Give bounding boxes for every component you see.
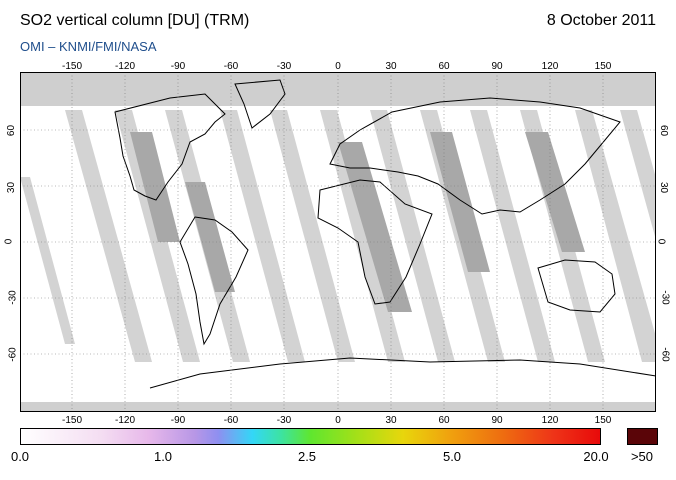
colorbar-label: 20.0: [583, 449, 609, 464]
lat-label-right: 30: [658, 181, 670, 194]
coastlines: [114, 79, 656, 389]
lat-label-left: 60: [6, 124, 18, 137]
coast-north-america: [114, 93, 226, 201]
map-date: 8 October 2011: [546, 12, 656, 29]
lat-label-left: -30: [7, 290, 19, 305]
lat-label-right: -60: [659, 347, 671, 362]
coast-europe-asia: [329, 97, 621, 215]
colorbar-overflow-label: >50: [630, 449, 654, 464]
coast-greenland: [234, 79, 286, 129]
coast-south-america: [179, 216, 249, 346]
lon-label-top: 30: [385, 61, 397, 72]
coast-antarctica: [149, 357, 656, 389]
lon-label-top: -90: [170, 61, 186, 72]
swath-dark: [338, 142, 412, 312]
lon-label-bottom: 150: [594, 415, 612, 426]
swath-light: [220, 110, 305, 362]
colorbar-label: 1.0: [153, 449, 173, 464]
lon-label-top: 120: [541, 61, 559, 72]
colorbar-overflow-box: [627, 428, 658, 445]
map-title: SO2 vertical column [DU] (TRM): [20, 12, 250, 29]
lon-label-bottom: -90: [170, 415, 186, 426]
colorbar: [20, 428, 601, 445]
swath-light: [320, 110, 405, 362]
coast-africa: [317, 179, 433, 305]
lon-label-top: -120: [114, 61, 136, 72]
lon-label-top: 150: [594, 61, 612, 72]
swath-light: [65, 110, 152, 362]
swath-dark: [185, 182, 235, 292]
lon-label-bottom: 120: [541, 415, 559, 426]
lat-label-left: -60: [7, 347, 19, 362]
lat-label-left: 30: [6, 181, 18, 194]
swath-light: [370, 110, 455, 362]
lon-label-bottom: 90: [491, 415, 503, 426]
lon-label-top: -60: [223, 61, 239, 72]
swath-dark: [525, 132, 585, 252]
swath-light: [575, 110, 656, 362]
lon-label-bottom: 30: [385, 415, 397, 426]
satellite-swaths: [20, 110, 656, 362]
lat-label-right: -30: [659, 290, 671, 305]
swath-dark: [430, 132, 490, 272]
lon-label-bottom: -30: [276, 415, 292, 426]
colorbar-label: 0.0: [10, 449, 30, 464]
south-polar-cap: [20, 402, 656, 412]
data-credit: OMI – KNMI/FMI/NASA: [20, 39, 157, 54]
lat-label-right: 60: [658, 124, 670, 137]
lat-label-right: 0: [655, 238, 667, 245]
lon-label-top: -30: [276, 61, 292, 72]
lon-label-bottom: -60: [223, 415, 239, 426]
swath-dark: [130, 132, 180, 242]
map-frame: [20, 72, 656, 412]
colorbar-label: 2.5: [297, 449, 317, 464]
lon-label-top: -150: [61, 61, 83, 72]
lon-label-bottom: -150: [61, 415, 83, 426]
swath-light: [20, 177, 75, 344]
lon-label-top: 60: [438, 61, 450, 72]
lon-label-bottom: 60: [438, 415, 450, 426]
lon-label-top: 90: [491, 61, 503, 72]
swath-light: [620, 110, 656, 240]
coast-australia: [537, 259, 616, 313]
lon-label-top: 0: [335, 61, 341, 72]
lon-label-bottom: -120: [114, 415, 136, 426]
world-map: [20, 72, 656, 412]
swath-light: [470, 110, 555, 362]
colorbar-label: 5.0: [442, 449, 462, 464]
lat-label-left: 0: [3, 238, 15, 245]
lon-label-bottom: 0: [335, 415, 341, 426]
graticule: [20, 72, 656, 412]
swath-light: [270, 110, 355, 362]
